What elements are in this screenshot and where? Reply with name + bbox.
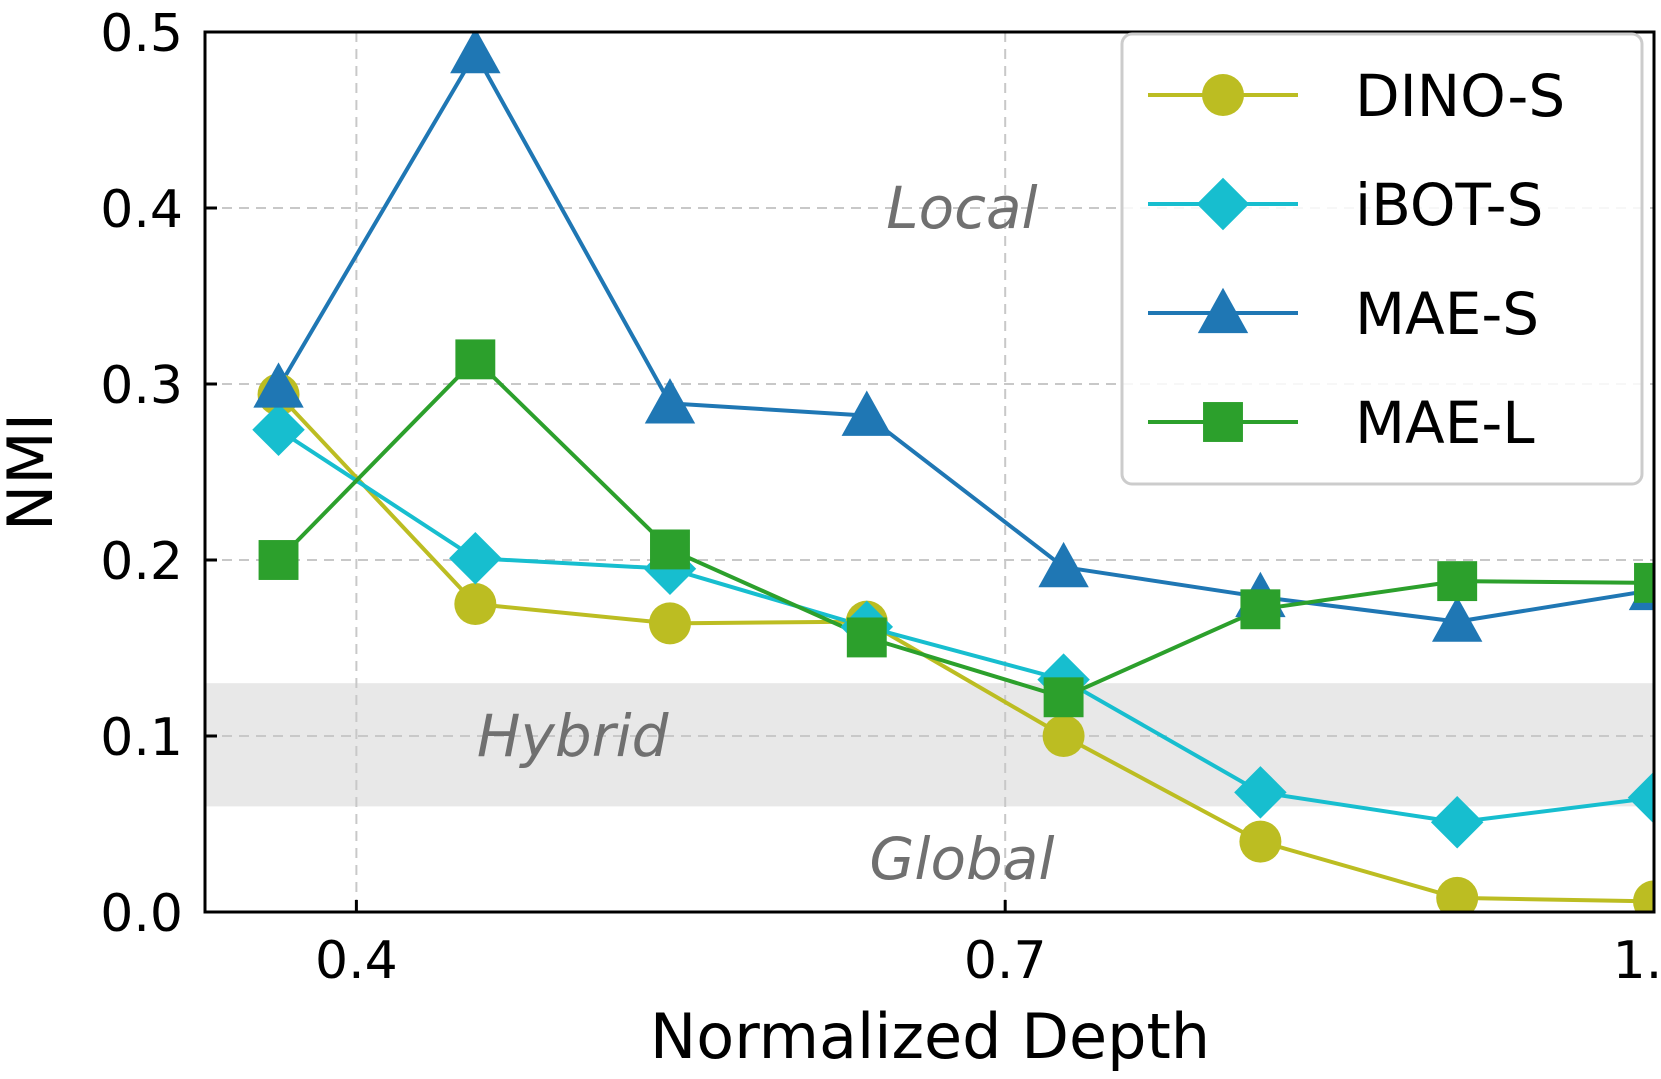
hybrid-band (205, 683, 1654, 807)
y-tick-label: 0.1 (100, 708, 183, 768)
data-point-mae-l (1240, 589, 1281, 630)
data-point-mae-s (1431, 596, 1483, 642)
legend-marker-ibot-s (1196, 177, 1250, 231)
legend-marker-dino-s (1202, 74, 1244, 116)
legend-label-mae-l: MAE-L (1355, 389, 1535, 457)
data-point-mae-l (1043, 677, 1084, 718)
y-tick-label: 0.2 (100, 532, 183, 592)
data-point-mae-l (846, 617, 887, 658)
legend: DINO-S iBOT-S MAE-S MAE-L (1120, 32, 1644, 486)
y-tick-label: 0.4 (100, 180, 183, 240)
y-axis-title: NMI (0, 413, 67, 531)
data-point-mae-l (650, 529, 690, 570)
x-axis-title: Normalized Depth (650, 1000, 1210, 1073)
region-label-local: Local (886, 174, 1037, 242)
region-label-global: Global (869, 825, 1054, 893)
data-point-mae-s (841, 390, 892, 436)
data-point-mae-l (1634, 562, 1654, 603)
x-tick-label: 1.0 (1613, 931, 1661, 991)
legend-marker-mae-s (1197, 287, 1249, 334)
data-point-ibot-s (1430, 795, 1484, 849)
data-point-mae-l (455, 339, 496, 380)
series-line-dino-s (277, 393, 1654, 904)
series-line-ibot-s (277, 428, 1654, 825)
data-point-mae-s (644, 378, 696, 424)
data-point-dino-s (1042, 715, 1085, 757)
y-tick-label: 0.5 (100, 4, 183, 64)
legend-box (1120, 32, 1644, 486)
series-line-mae-s (276, 51, 1654, 624)
plot-frame (203, 30, 1656, 914)
legend-label-ibot-s: iBOT-S (1355, 171, 1543, 239)
data-point-mae-s (450, 32, 501, 74)
data-point-dino-s (1239, 820, 1282, 863)
data-point-ibot-s (252, 403, 305, 457)
y-tick-label: 0.3 (100, 356, 183, 416)
data-point-mae-s (1038, 541, 1089, 588)
data-point-dino-s (454, 583, 497, 625)
data-point-dino-s (1633, 880, 1654, 912)
x-tick-label: 0.4 (315, 931, 398, 991)
data-point-dino-s (1436, 876, 1479, 912)
region-label-hybrid: Hybrid (477, 702, 670, 770)
data-point-ibot-s (1627, 771, 1654, 824)
data-point-mae-s (253, 362, 304, 408)
legend-label-dino-s: DINO-S (1355, 62, 1565, 130)
series-line-mae-l (277, 357, 1654, 700)
data-point-ibot-s (1234, 766, 1287, 819)
data-point-mae-l (258, 540, 299, 580)
legend-label-mae-s: MAE-S (1355, 280, 1539, 348)
legend-marker-mae-l (1203, 402, 1243, 442)
x-tick-label: 0.7 (964, 931, 1047, 991)
data-point-dino-s (648, 602, 691, 645)
data-point-ibot-s (449, 531, 502, 585)
y-tick-label: 0.0 (100, 884, 183, 944)
data-point-mae-l (1437, 561, 1478, 602)
